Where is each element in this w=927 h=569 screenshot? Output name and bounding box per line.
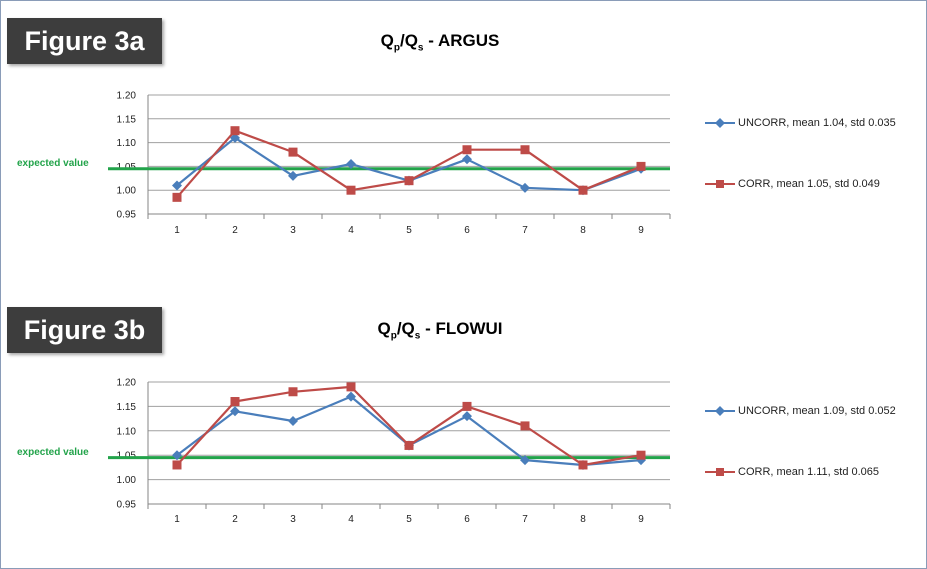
chart-title: Qp/Qs - FLOWUI (330, 319, 550, 342)
legend-label-uncorr: UNCORR, mean 1.09, std 0.052 (738, 405, 896, 417)
data-point-corr (578, 185, 588, 195)
x-tick-label: 7 (522, 514, 528, 525)
y-tick-label: 0.95 (117, 210, 137, 221)
x-tick-label: 9 (638, 514, 644, 525)
data-point-corr (230, 397, 240, 407)
legend-item-uncorr: UNCORR, mean 1.04, std 0.035 (705, 117, 896, 129)
data-point-uncorr (346, 159, 356, 170)
data-point-uncorr (230, 406, 240, 417)
data-point-corr (462, 401, 472, 411)
title-sub-s: s (417, 42, 424, 54)
legend-label-corr: CORR, mean 1.11, std 0.065 (738, 466, 880, 478)
title-q: Q (377, 319, 391, 338)
data-point-uncorr (462, 411, 472, 422)
title-name: - FLOWUI (420, 319, 503, 338)
data-point-corr (346, 185, 356, 195)
expected-value-label: expected value (17, 158, 89, 169)
data-point-corr (520, 145, 530, 155)
panel-figure-3a: Figure 3a Qp/Qs - ARGUS expected value 0… (0, 0, 927, 270)
title-name: - ARGUS (423, 31, 500, 50)
title-sub-p: p (390, 330, 397, 342)
chart-title: Qp/Qs - ARGUS (330, 31, 550, 54)
panel-figure-3b: Figure 3b Qp/Qs - FLOWUI expected value … (0, 290, 927, 560)
data-point-corr (288, 147, 298, 157)
y-tick-label: 1.20 (117, 91, 137, 102)
legend-swatch-uncorr (705, 118, 735, 128)
data-point-corr (404, 176, 414, 186)
x-tick-label: 2 (232, 514, 238, 525)
title-sub-p: p (393, 42, 400, 54)
data-point-uncorr (346, 391, 356, 402)
x-tick-label: 9 (638, 225, 644, 236)
x-tick-label: 7 (522, 225, 528, 236)
y-tick-label: 1.15 (117, 114, 137, 125)
y-tick-label: 1.00 (117, 186, 137, 197)
data-point-corr (578, 460, 588, 470)
data-point-corr (346, 382, 356, 392)
title-q: Q (380, 31, 394, 50)
y-tick-label: 1.10 (117, 138, 137, 149)
data-point-uncorr (172, 450, 182, 461)
legend-swatch-corr (705, 468, 735, 476)
x-tick-label: 1 (174, 514, 180, 525)
data-point-corr (636, 450, 646, 460)
legend-item-corr: CORR, mean 1.05, std 0.049 (705, 178, 880, 190)
x-tick-label: 8 (580, 514, 586, 525)
title-q2: /Q (396, 319, 415, 338)
x-tick-label: 4 (348, 514, 354, 525)
x-tick-label: 5 (406, 514, 412, 525)
x-tick-label: 1 (174, 225, 180, 236)
y-tick-label: 1.00 (117, 475, 137, 486)
series-line-corr (176, 385, 642, 467)
data-point-corr (172, 192, 182, 202)
x-tick-label: 8 (580, 225, 586, 236)
legend-label-corr: CORR, mean 1.05, std 0.049 (738, 178, 880, 190)
legend-swatch-corr (705, 180, 735, 188)
data-point-uncorr (462, 154, 472, 165)
y-tick-label: 1.15 (117, 402, 137, 413)
data-point-corr (404, 440, 414, 450)
data-point-uncorr (230, 132, 240, 143)
x-tick-label: 4 (348, 225, 354, 236)
legend-swatch-uncorr (705, 406, 735, 416)
figure-label: Figure 3a (7, 18, 162, 64)
y-tick-label: 1.10 (117, 426, 137, 437)
figure-label: Figure 3b (7, 307, 162, 353)
data-point-corr (636, 161, 646, 171)
title-sub-s: s (414, 330, 421, 342)
x-tick-label: 3 (290, 514, 296, 525)
data-point-corr (172, 460, 182, 470)
y-tick-label: 0.95 (117, 500, 137, 511)
data-point-uncorr (520, 182, 530, 193)
legend-label-uncorr: UNCORR, mean 1.04, std 0.035 (738, 117, 896, 129)
x-tick-label: 3 (290, 225, 296, 236)
x-tick-label: 2 (232, 225, 238, 236)
series-line-corr (176, 129, 642, 199)
x-tick-label: 6 (464, 225, 470, 236)
data-point-uncorr (520, 455, 530, 466)
data-point-uncorr (288, 170, 298, 181)
legend-item-corr: CORR, mean 1.11, std 0.065 (705, 466, 879, 478)
data-point-corr (230, 126, 240, 136)
data-point-corr (288, 387, 298, 397)
data-point-corr (462, 145, 472, 155)
legend-item-uncorr: UNCORR, mean 1.09, std 0.052 (705, 405, 896, 417)
data-point-uncorr (172, 180, 182, 191)
x-tick-label: 6 (464, 514, 470, 525)
x-tick-label: 5 (406, 225, 412, 236)
y-tick-label: 1.20 (117, 378, 137, 389)
data-point-corr (520, 421, 530, 431)
expected-value-label: expected value (17, 447, 89, 458)
data-point-uncorr (288, 416, 298, 427)
title-q2: /Q (399, 31, 418, 50)
